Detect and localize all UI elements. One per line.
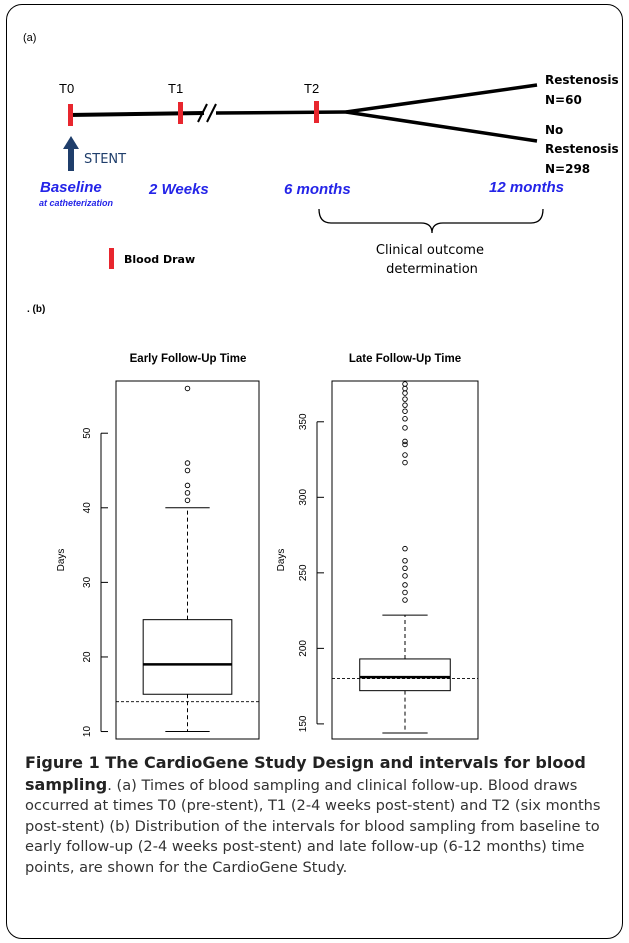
stent-label: STENT — [84, 152, 126, 167]
outlier-point-late-13 — [402, 408, 408, 414]
outlier-point-late-6 — [402, 545, 408, 552]
box-iqr-early — [142, 619, 233, 695]
outlier-point-early-1 — [184, 490, 191, 496]
outlier-point-late-10 — [402, 438, 408, 445]
outlier-point-late-15 — [402, 396, 408, 402]
outlier-point-late-0 — [402, 597, 408, 603]
timepoint-t1: T1 — [168, 81, 183, 96]
baseline-label: Baseline — [40, 179, 102, 196]
y-tick-label-late-150: 150 — [298, 715, 309, 732]
outlier-point-early-0 — [184, 497, 191, 504]
stent-arrow-icon — [63, 136, 79, 171]
outlier-point-late-3 — [402, 573, 408, 579]
y-tick-label-late-250: 250 — [298, 564, 309, 581]
timeline-segment-1 — [68, 111, 205, 117]
outlier-point-early-5 — [184, 385, 191, 392]
clinical-outcome-label: Clinical outcome determination — [376, 243, 488, 277]
figure-canvas: (a) T0 T1 T2 STENT Baseline at catheteri… — [23, 32, 623, 740]
caption-text: . (a) Times of blood sampling and clinic… — [25, 776, 601, 876]
y-tick-label-late-200: 200 — [298, 640, 309, 657]
outlier-point-late-12 — [402, 416, 408, 422]
panel-a-label: (a) — [23, 32, 36, 44]
outlier-point-late-1 — [402, 589, 408, 596]
period-2-weeks: 2 Weeks — [148, 181, 209, 198]
outlier-point-early-2 — [184, 482, 191, 489]
outlier-point-early-3 — [184, 467, 191, 474]
blood-draw-marker-t0 — [68, 104, 73, 126]
branch-no-restenosis — [345, 110, 538, 143]
y-tick-label-late-300: 300 — [298, 489, 309, 506]
y-tick-label-early-20: 20 — [82, 651, 93, 663]
outlier-point-late-4 — [402, 565, 408, 572]
outcome-no-restenosis: No Restenosis N=298 — [545, 123, 623, 176]
plot-frame-early — [115, 380, 260, 740]
outlier-point-late-18 — [402, 381, 408, 387]
box-iqr-late — [359, 658, 451, 692]
panel-b-label: . (b) — [27, 304, 45, 315]
y-tick-label-early-10: 10 — [82, 726, 93, 738]
outlier-point-late-8 — [402, 452, 408, 458]
period-12-months: 12 months — [489, 179, 564, 196]
outlier-point-late-5 — [402, 558, 408, 564]
timepoint-t0: T0 — [59, 81, 74, 96]
boxplot-early: Early Follow-Up Time Days 10 20 30 40 50 — [56, 353, 260, 740]
outlier-point-late-11 — [402, 425, 408, 431]
outlier-point-late-2 — [402, 582, 408, 588]
branch-restenosis — [345, 83, 538, 114]
y-axis-label-late: Days — [276, 549, 287, 572]
figure-frame: (a) T0 T1 T2 STENT Baseline at catheteri… — [6, 4, 623, 939]
outcome-restenosis: Restenosis N=60 — [545, 73, 623, 107]
timeline — [68, 83, 538, 143]
timeline-segment-2 — [215, 110, 347, 115]
boxplot-late: Late Follow-Up Time Days 150 200 250 300 350 — [276, 353, 479, 740]
timeline-break-1 — [197, 103, 208, 123]
caption-title: Figure 1 The CardioGene Study Design and… — [25, 753, 586, 794]
y-tick-label-late-350: 350 — [298, 413, 309, 430]
outlier-point-early-4 — [184, 460, 191, 466]
outlier-point-late-16 — [402, 390, 408, 396]
timeline-break-2 — [206, 103, 217, 123]
figure-caption: Figure 1 The CardioGene Study Design and… — [25, 753, 622, 878]
period-6-months: 6 months — [284, 181, 351, 198]
chart-title-late: Late Follow-Up Time — [349, 353, 461, 365]
y-tick-label-early-50: 50 — [82, 427, 93, 439]
legend-blood-draw-label: Blood Draw — [124, 253, 195, 266]
chart-title-early: Early Follow-Up Time — [130, 353, 247, 365]
outlier-point-late-7 — [402, 459, 408, 466]
y-tick-label-early-40: 40 — [82, 502, 93, 514]
legend-blood-draw-swatch — [109, 248, 114, 269]
y-tick-label-early-30: 30 — [82, 576, 93, 588]
plot-frame-late — [331, 380, 479, 740]
blood-draw-marker-t1 — [178, 102, 183, 124]
outlier-point-late-9 — [402, 441, 408, 448]
outlier-point-late-17 — [402, 385, 408, 392]
y-axis-label-early: Days — [56, 549, 67, 572]
clinical-outcome-brace — [318, 208, 544, 234]
blood-draw-marker-t2 — [314, 101, 319, 123]
timepoint-t2: T2 — [304, 81, 319, 96]
baseline-sublabel: at catheterization — [39, 198, 114, 208]
outlier-point-late-14 — [402, 402, 408, 408]
